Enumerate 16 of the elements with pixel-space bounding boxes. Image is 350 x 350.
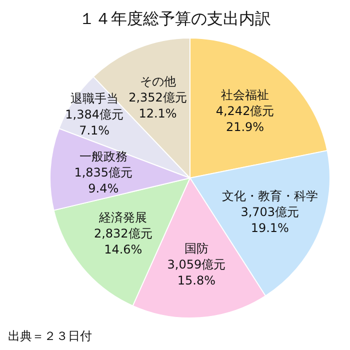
data-label: 1,835億元 9.4%: [74, 165, 133, 196]
data-label: 4,242億元 21.9%: [216, 104, 274, 134]
source-note: 出典＝２３日付: [8, 329, 92, 343]
data-label: 2,832億元 14.6%: [94, 226, 152, 256]
slice-label: 文化・教育・科学: [222, 188, 318, 203]
slice-label: 経済発展: [98, 210, 148, 224]
data-label: 2,352億元 12.1%: [128, 90, 187, 120]
slice-label: 社会福祉: [221, 88, 270, 102]
slice-label: その他: [140, 74, 176, 88]
chart-title: １４年度総予算の支出内訳: [79, 9, 271, 28]
slice-label: 退職手当: [70, 92, 118, 106]
data-label: 3,703億元 19.1%: [240, 204, 300, 235]
slice-label: 一般政務: [79, 149, 128, 164]
slice-label: 国防: [184, 242, 208, 256]
data-label: 1,384億元 7.1%: [65, 108, 124, 138]
data-label: 3,059億元 15.8%: [167, 258, 226, 288]
